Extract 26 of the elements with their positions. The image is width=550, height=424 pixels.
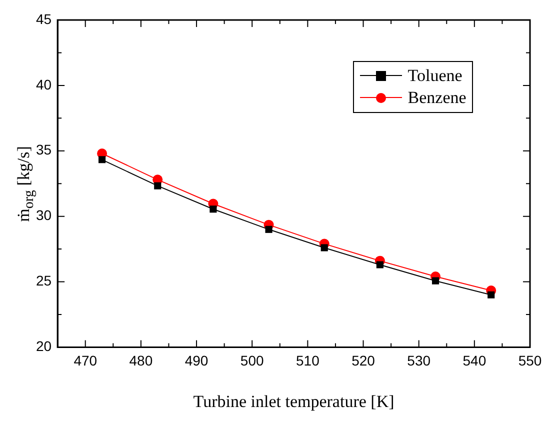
y-tick-label: 40 bbox=[36, 76, 52, 92]
y-tick-label: 35 bbox=[36, 142, 52, 158]
y-tick-label: 45 bbox=[36, 10, 52, 27]
x-axis-title: Turbine inlet temperature [K] bbox=[193, 392, 394, 412]
point bbox=[98, 156, 106, 164]
point bbox=[265, 226, 272, 233]
legend-label: Benzene bbox=[408, 88, 466, 108]
x-tick-label: 520 bbox=[352, 352, 376, 368]
x-tick-label: 550 bbox=[518, 352, 542, 368]
point bbox=[376, 261, 384, 268]
x-tick-label: 500 bbox=[240, 352, 264, 368]
y-tick-label: 20 bbox=[36, 338, 52, 354]
point bbox=[154, 182, 162, 190]
point bbox=[320, 244, 328, 252]
point bbox=[210, 206, 217, 213]
x-tick-label: 510 bbox=[296, 352, 320, 368]
x-tick-label: 540 bbox=[462, 352, 486, 368]
point bbox=[488, 291, 495, 298]
x-tick-label: 480 bbox=[129, 352, 153, 368]
x-tick-label: 490 bbox=[184, 352, 208, 368]
legend-label: Toluene bbox=[408, 66, 462, 86]
y-tick-label: 30 bbox=[36, 207, 52, 224]
point bbox=[432, 277, 440, 284]
x-tick-label: 530 bbox=[407, 352, 431, 368]
y-tick-label: 25 bbox=[36, 272, 52, 289]
x-tick-label: 470 bbox=[74, 352, 98, 368]
